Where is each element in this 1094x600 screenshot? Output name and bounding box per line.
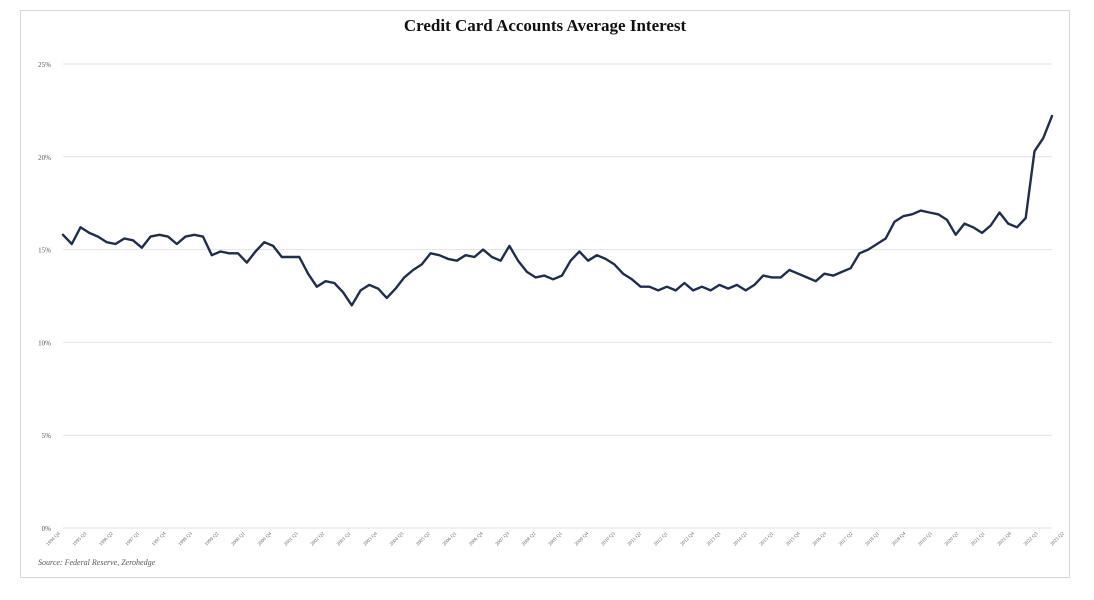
x-tick-label: 1996 Q2	[99, 531, 115, 547]
y-tick-label: 0%	[42, 525, 52, 533]
x-tick-label: 2005 Q2	[416, 531, 432, 547]
y-tick-label: 10%	[38, 339, 51, 347]
y-tick-label: 5%	[42, 432, 52, 440]
x-tick-label: 2023 Q2	[1050, 531, 1066, 547]
x-tick-label: 2006 Q1	[442, 531, 458, 547]
x-tick-label: 2014 Q2	[733, 531, 749, 547]
x-tick-label: 2019 Q3	[918, 531, 934, 547]
interest-rate-line	[61, 114, 1054, 307]
x-tick-label: 2022 Q3	[1023, 531, 1039, 547]
x-tick-label: 2021 Q4	[997, 531, 1013, 547]
x-tick-label: 1998 Q3	[178, 531, 194, 547]
x-tick-label: 2021 Q1	[971, 531, 987, 547]
x-tick-label: 2012 Q1	[654, 531, 670, 547]
x-tick-label: 2002 Q2	[310, 531, 326, 547]
x-tick-label: 2004 Q3	[389, 531, 405, 547]
source-note: Source: Federal Reserve, Zerohedge	[38, 558, 156, 567]
x-tick-label: 2010 Q3	[601, 531, 617, 547]
y-axis-tick-labels: 0% 5% 10% 15% 20% 25%	[38, 61, 51, 533]
x-tick-label: 1995 Q3	[72, 531, 88, 547]
x-axis-tick-labels: 1994 Q4 1995 Q3 1996 Q2 1997 Q1 1997 Q4 1998 …	[46, 531, 1066, 547]
y-tick-label: 25%	[38, 61, 51, 69]
x-tick-label: 2000 Q1	[231, 531, 247, 547]
gridlines	[63, 63, 1052, 529]
chart-title: Credit Card Accounts Average Interest	[403, 16, 687, 35]
y-tick-label: 15%	[38, 247, 51, 255]
x-tick-label: 2017 Q2	[839, 531, 855, 547]
x-tick-label: 2012 Q4	[680, 531, 696, 547]
chart-frame	[20, 10, 1070, 578]
x-tick-label: 1994 Q4	[46, 531, 62, 547]
x-tick-label: 2009 Q1	[548, 531, 564, 547]
x-tick-label: 2016 Q3	[812, 531, 828, 547]
x-tick-label: 2011 Q2	[627, 531, 643, 547]
x-tick-label: 2020 Q2	[944, 531, 960, 547]
x-tick-label: 2007 Q3	[495, 531, 511, 547]
x-tick-label: 2000 Q4	[257, 531, 273, 547]
x-tick-label: 2003 Q1	[337, 531, 353, 547]
x-tick-label: 2001 Q3	[284, 531, 300, 547]
x-tick-label: 1999 Q2	[204, 531, 220, 547]
x-tick-label: 2008 Q2	[521, 531, 537, 547]
x-tick-label: 2018 Q1	[865, 531, 881, 547]
x-tick-label: 1997 Q4	[152, 531, 168, 547]
x-tick-label: 2015 Q4	[786, 531, 802, 547]
y-tick-label: 20%	[38, 154, 51, 162]
x-tick-label: 1997 Q1	[125, 531, 141, 547]
x-tick-label: 2003 Q4	[363, 531, 379, 547]
x-tick-label: 2013 Q3	[706, 531, 722, 547]
x-tick-label: 2018 Q4	[891, 531, 907, 547]
x-tick-label: 2015 Q1	[759, 531, 775, 547]
x-tick-label: 2009 Q4	[574, 531, 590, 547]
x-tick-label: 2006 Q4	[469, 531, 485, 547]
